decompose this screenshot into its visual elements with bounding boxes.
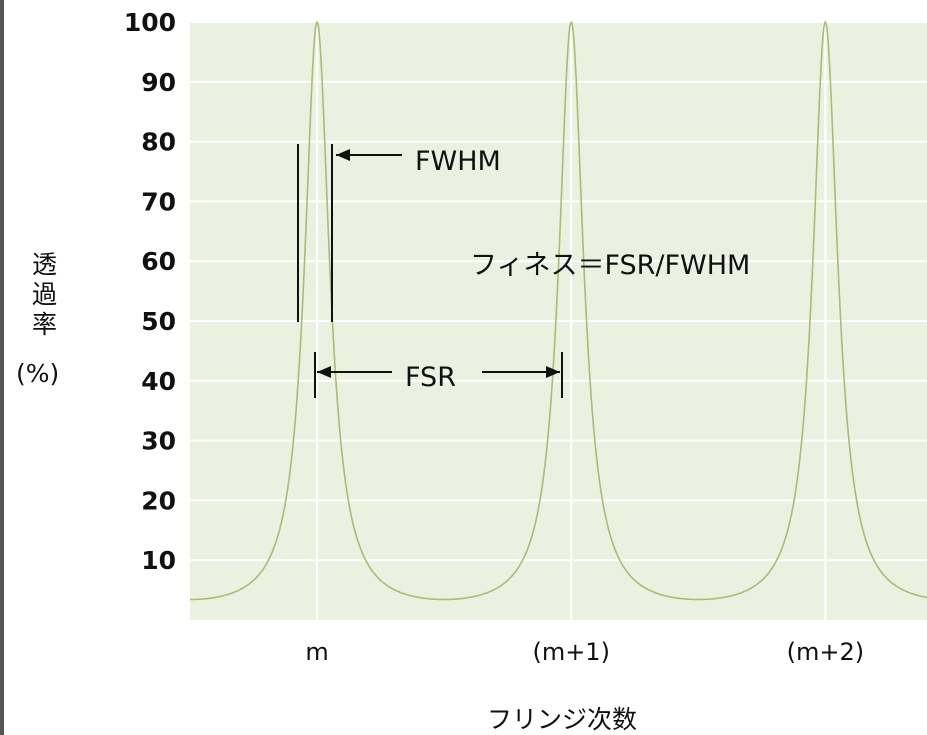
y-tick-label-30: 30 [141, 427, 176, 456]
y-axis-label-char-3: 率 [32, 310, 57, 339]
window-frame-edge [0, 0, 4, 735]
y-tick-label-80: 80 [141, 128, 176, 157]
y-tick-label-60: 60 [141, 247, 176, 276]
peak-center-lines [316, 22, 827, 620]
y-axis-label-char-1: 透 [32, 250, 57, 279]
y-tick-label-10: 10 [141, 546, 176, 575]
grid-lines [190, 21, 927, 562]
y-axis-ticks: 10 20 30 40 50 60 70 80 90 100 [124, 8, 176, 575]
finesse-label: フィネス＝FSR/FWHM [470, 250, 750, 281]
fsr-label: FSR [405, 362, 456, 393]
fwhm-arrow-head [336, 149, 350, 161]
fsr-annotation: FSR [314, 352, 563, 398]
fwhm-annotation: FWHM [297, 144, 501, 322]
y-axis-label-char-2: 過 [32, 280, 57, 309]
y-tick-label-100: 100 [124, 8, 176, 37]
x-axis-label: フリンジ次数 [487, 705, 637, 734]
y-tick-label-70: 70 [141, 187, 176, 216]
y-tick-label-50: 50 [141, 307, 176, 336]
y-axis-label-unit: (%) [16, 359, 59, 388]
x-tick-label-1: (m+1) [532, 638, 609, 666]
fsr-arrow-head-right [546, 366, 560, 378]
x-axis-ticks: m (m+1) (m+2) [305, 638, 864, 666]
y-axis-label: 透 過 率 (%) [16, 250, 59, 388]
series-line-transmission [190, 20, 927, 601]
x-tick-label-2: (m+2) [787, 638, 864, 666]
y-tick-label-20: 20 [141, 486, 176, 515]
fsr-arrow-head-left [317, 366, 331, 378]
y-tick-label-40: 40 [141, 367, 176, 396]
y-tick-label-90: 90 [141, 68, 176, 97]
fwhm-label: FWHM [415, 146, 501, 177]
x-tick-label-0: m [305, 638, 328, 666]
